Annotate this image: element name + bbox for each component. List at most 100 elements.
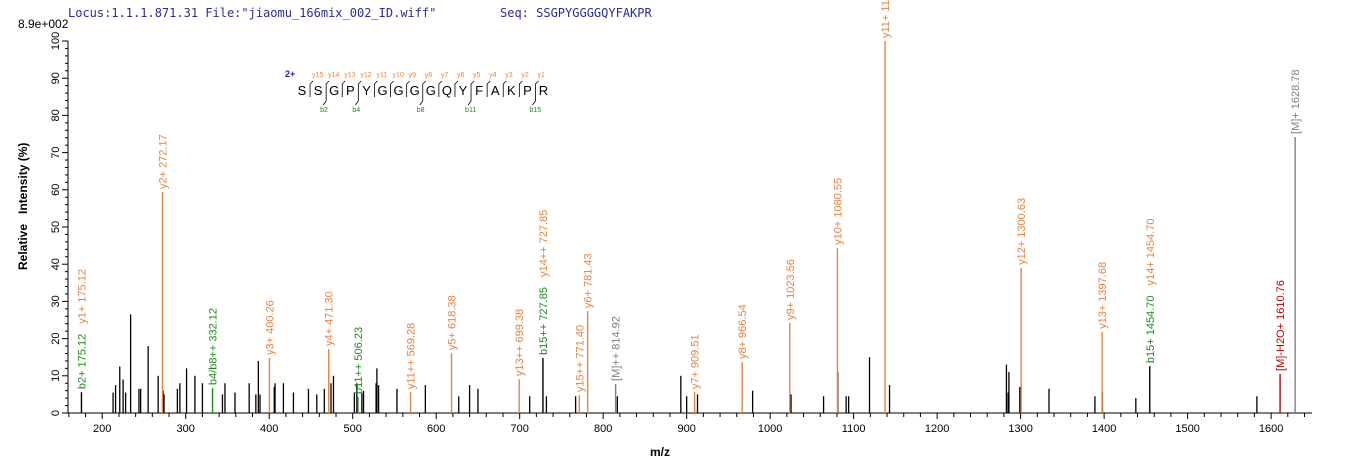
b-ion-label: b8 xyxy=(417,107,425,114)
residue: F xyxy=(475,83,483,98)
y-tick-label: 100 xyxy=(50,32,62,50)
peak-label: y14++ 727.85 xyxy=(538,210,550,277)
x-tick-label: 1400 xyxy=(1092,423,1116,435)
residue: S xyxy=(314,83,323,98)
residue: G xyxy=(329,83,339,98)
b-ion-label: b2 xyxy=(320,107,328,114)
y-break-mark xyxy=(438,80,443,97)
b-ion-label: b15 xyxy=(529,107,541,114)
x-tick-label: 1200 xyxy=(925,423,949,435)
y-tick-label: 90 xyxy=(50,72,62,84)
y-tick-label: 10 xyxy=(50,370,62,382)
x-tick-label: 1500 xyxy=(1175,423,1199,435)
x-tick-label: 1300 xyxy=(1008,423,1032,435)
peak-label: y1+ 175.12 xyxy=(76,269,88,324)
y-break-mark xyxy=(502,80,507,97)
peak-label: y3+ 400.26 xyxy=(264,300,276,355)
y-break-mark xyxy=(535,80,539,97)
y-tick-label: 60 xyxy=(50,184,62,196)
peaks xyxy=(80,41,1296,413)
y-ion-label: y5 xyxy=(473,72,481,79)
peak-label: y5+ 618.38 xyxy=(447,295,459,350)
peak-label: y7+ 909.51 xyxy=(690,334,702,389)
y-ion-label: y1 xyxy=(537,72,545,79)
peak-label: y2+ 272.17 xyxy=(157,134,169,189)
peak-annotations: b2+ 175.12 y1+ 175.12 y2+ 272.17 b4/b8++ 33… xyxy=(76,0,1302,394)
residue: Y xyxy=(459,83,468,98)
y-ion-label: y3 xyxy=(505,72,513,79)
x-tick-label: 200 xyxy=(93,423,111,435)
y-break-mark xyxy=(454,80,459,97)
y-ion-label: y14 xyxy=(328,72,339,79)
x-tick-label: 700 xyxy=(511,423,529,435)
peak-label: y14+ 1454.70 xyxy=(1145,219,1157,286)
peak-label: y13++ 699.38 xyxy=(514,309,526,376)
x-tick-label: 300 xyxy=(177,423,195,435)
y-break-mark xyxy=(470,80,475,97)
y-break-mark xyxy=(422,80,427,97)
y-axis-label: Relative Intensity (%) xyxy=(16,143,30,270)
y-tick-label: 50 xyxy=(50,221,62,233)
peak-label: y4+ 471.30 xyxy=(324,291,336,346)
peak-label: [M]-H2O+ 1610.76 xyxy=(1275,280,1287,371)
y-ion-label: y7 xyxy=(441,72,449,79)
x-tick-label: 900 xyxy=(677,423,695,435)
y-break-mark xyxy=(406,80,410,97)
y-ion-label: y8 xyxy=(425,72,433,79)
y-break-mark xyxy=(518,80,523,97)
y-ion-label: y11 xyxy=(376,72,387,79)
y-tick-label: 20 xyxy=(50,332,62,344)
peak-label: y6+ 781.43 xyxy=(583,253,595,308)
b-ion-label: b11 xyxy=(465,107,476,114)
peak-label: y8+ 966.54 xyxy=(737,304,749,359)
peak-label: b15++ 727.85 xyxy=(538,287,550,355)
b-break-mark xyxy=(322,97,327,106)
b-break-mark xyxy=(532,97,536,106)
residue: S xyxy=(298,83,307,98)
peak-label: y11++ 569.28 xyxy=(406,323,418,389)
residue: G xyxy=(426,83,436,98)
x-axis-label: m/z xyxy=(650,445,670,459)
peak-label: y10+ 1080.55 xyxy=(832,178,844,245)
b-break-mark xyxy=(355,97,359,106)
y-break-mark xyxy=(309,80,314,97)
y-break-mark xyxy=(325,80,330,97)
y-ion-label: y10 xyxy=(393,72,404,79)
residue: K xyxy=(507,83,516,98)
peak-label: b11++ 506.23 xyxy=(353,327,365,394)
peak-label: y9+ 1023.56 xyxy=(785,259,797,320)
peak-label: [M]++ 814.92 xyxy=(611,316,623,381)
x-tick-label: 400 xyxy=(260,423,278,435)
y-ion-label: y2 xyxy=(521,72,529,79)
x-tick-label: 1000 xyxy=(758,423,782,435)
y-tick-label: 70 xyxy=(50,146,62,158)
y-ion-label: y12 xyxy=(360,72,371,79)
residue: Q xyxy=(442,83,452,98)
charge-state: 2+ xyxy=(285,69,295,79)
y-tick-label: 40 xyxy=(50,258,62,270)
locus-file-header: Locus:1.1.1.871.31 File:"jiaomu_166mix_0… xyxy=(68,6,436,20)
peak-label: y11+ 1137.59 xyxy=(880,0,892,38)
x-tick-label: 1600 xyxy=(1259,423,1283,435)
peak-label: b2+ 175.12 xyxy=(76,334,88,389)
max-intensity-label: 8.9e+002 xyxy=(18,17,69,31)
y-break-mark xyxy=(374,80,378,97)
residue: P xyxy=(523,83,532,98)
y-break-mark xyxy=(357,80,362,97)
x-tick-label: 800 xyxy=(594,423,612,435)
y-break-mark xyxy=(341,80,346,97)
y-break-mark xyxy=(390,80,394,97)
residue: A xyxy=(491,83,500,98)
peak-label: y13+ 1397.68 xyxy=(1097,262,1109,329)
residue: R xyxy=(539,83,548,98)
residue: G xyxy=(377,83,387,98)
b-break-mark xyxy=(419,97,424,106)
y-ion-label: y13 xyxy=(344,72,355,79)
peak-label: [M]+ 1628.78 xyxy=(1290,69,1302,134)
peak-label: b4/b8++ 332.12 xyxy=(208,308,220,385)
y-tick-label: 0 xyxy=(50,410,62,416)
residue: G xyxy=(394,83,404,98)
x-tick-label: 1100 xyxy=(842,423,866,435)
x-tick-label: 600 xyxy=(427,423,445,435)
